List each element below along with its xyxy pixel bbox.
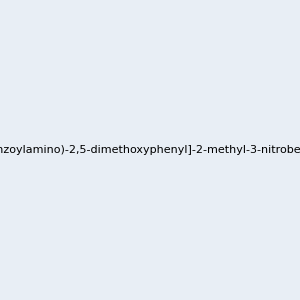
Text: N-[4-(benzoylamino)-2,5-dimethoxyphenyl]-2-methyl-3-nitrobenzamide: N-[4-(benzoylamino)-2,5-dimethoxyphenyl]… — [0, 145, 300, 155]
